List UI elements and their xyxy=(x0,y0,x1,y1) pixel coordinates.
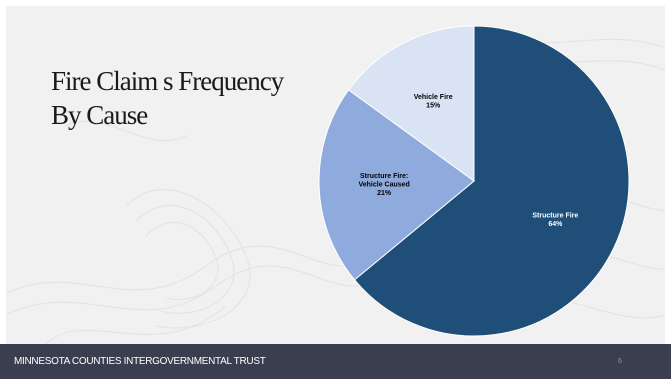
pie-slices xyxy=(318,25,630,337)
pie-slice-vehicle-fire xyxy=(347,25,475,182)
footer-organization-name: MINNESOTA COUNTIES INTERGOVERNMENTAL TRU… xyxy=(14,356,266,367)
pie-slice-structure-fire xyxy=(353,25,630,337)
pie-label-structure-fire: Structure Fire 64% xyxy=(532,213,578,229)
slide-title-line-1: Fire Claim s Frequency xyxy=(51,66,284,96)
pie-labels: Structure Fire 64% Structure Fire: Vehicle … xyxy=(358,94,578,228)
slide-title: Fire Claim s Frequency By Cause xyxy=(51,64,351,132)
slide-title-line-2: By Cause xyxy=(51,100,148,130)
footer-bar: MINNESOTA COUNTIES INTERGOVERNMENTAL TRU… xyxy=(0,344,671,379)
pie-label-vehicle-fire: Vehicle Fire 15% xyxy=(414,94,453,110)
pie-slice-structure-fire-vehicle-caused xyxy=(318,89,475,281)
slide-page-number: 6 xyxy=(618,358,622,365)
pie-label-structure-fire-vehicle-caused: Structure Fire: Vehicle Caused 21% xyxy=(358,173,409,197)
